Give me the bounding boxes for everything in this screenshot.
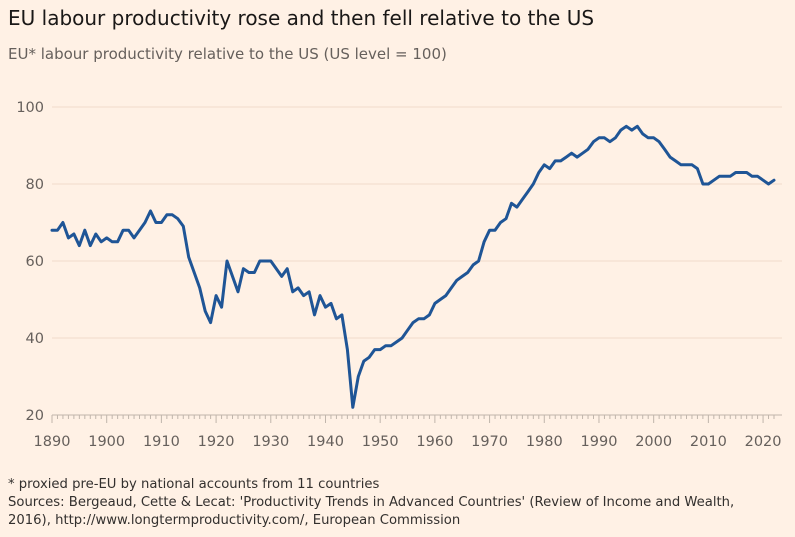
x-tick-label-1920: 1920 (198, 434, 235, 450)
x-axis (51, 414, 782, 423)
x-tick-label-1950: 1950 (362, 434, 399, 450)
x-axis-tick-labels: 1890 1900 1910 1920 1930 1940 1950 1960 1970 1980… (34, 434, 782, 450)
sources-line-1: Sources: Bergeaud, Cette & Lecat: 'Produ… (8, 495, 735, 510)
x-tick-label-1960: 1960 (416, 434, 453, 450)
x-tick-label-1930: 1930 (252, 434, 289, 450)
series-line-eu-productivity (50, 124, 776, 409)
x-tick-label-1990: 1990 (581, 434, 618, 450)
chart-subtitle: EU* labour productivity relative to the … (8, 45, 447, 63)
y-tick-label-20: 20 (26, 408, 44, 424)
y-axis-tick-labels: 20 40 60 80 100 (16, 100, 44, 424)
x-tick-label-2010: 2010 (690, 434, 727, 450)
y-tick-label-60: 60 (26, 254, 44, 270)
x-tick-label-1910: 1910 (143, 434, 180, 450)
x-tick-label-1940: 1940 (307, 434, 344, 450)
y-tick-label-40: 40 (26, 331, 44, 347)
sources-line-2: 2016), http://www.longtermproductivity.c… (8, 513, 461, 528)
x-tick-label-2000: 2000 (635, 434, 672, 450)
footnote-text: * proxied pre-EU by national accounts fr… (8, 477, 380, 492)
x-tick-label-1890: 1890 (34, 434, 71, 450)
y-tick-label-100: 100 (16, 100, 44, 116)
chart-title: EU labour productivity rose and then fel… (8, 6, 595, 30)
x-tick-label-1900: 1900 (88, 434, 125, 450)
y-tick-label-80: 80 (26, 177, 44, 193)
gridlines (52, 106, 782, 339)
x-tick-label-2020: 2020 (745, 434, 782, 450)
x-tick-label-1980: 1980 (526, 434, 563, 450)
x-tick-label-1970: 1970 (471, 434, 508, 450)
footnote-block: * proxied pre-EU by national accounts fr… (8, 476, 793, 530)
line-chart: 20 40 60 80 100 1890 1900 1910 1920 1930 1940 1950… (16, 100, 782, 450)
